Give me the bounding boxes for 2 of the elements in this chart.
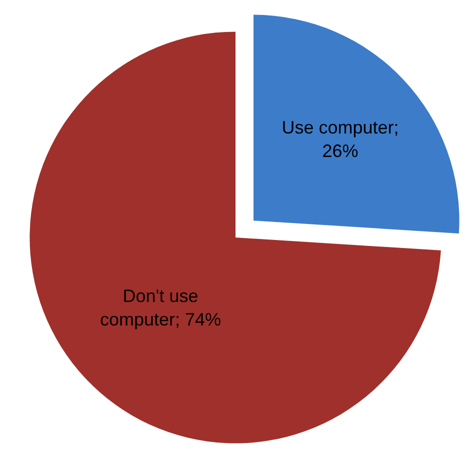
slice-label: Use computer; 26% — [282, 117, 399, 161]
slice-label: Don't use computer; 74% — [100, 286, 222, 330]
